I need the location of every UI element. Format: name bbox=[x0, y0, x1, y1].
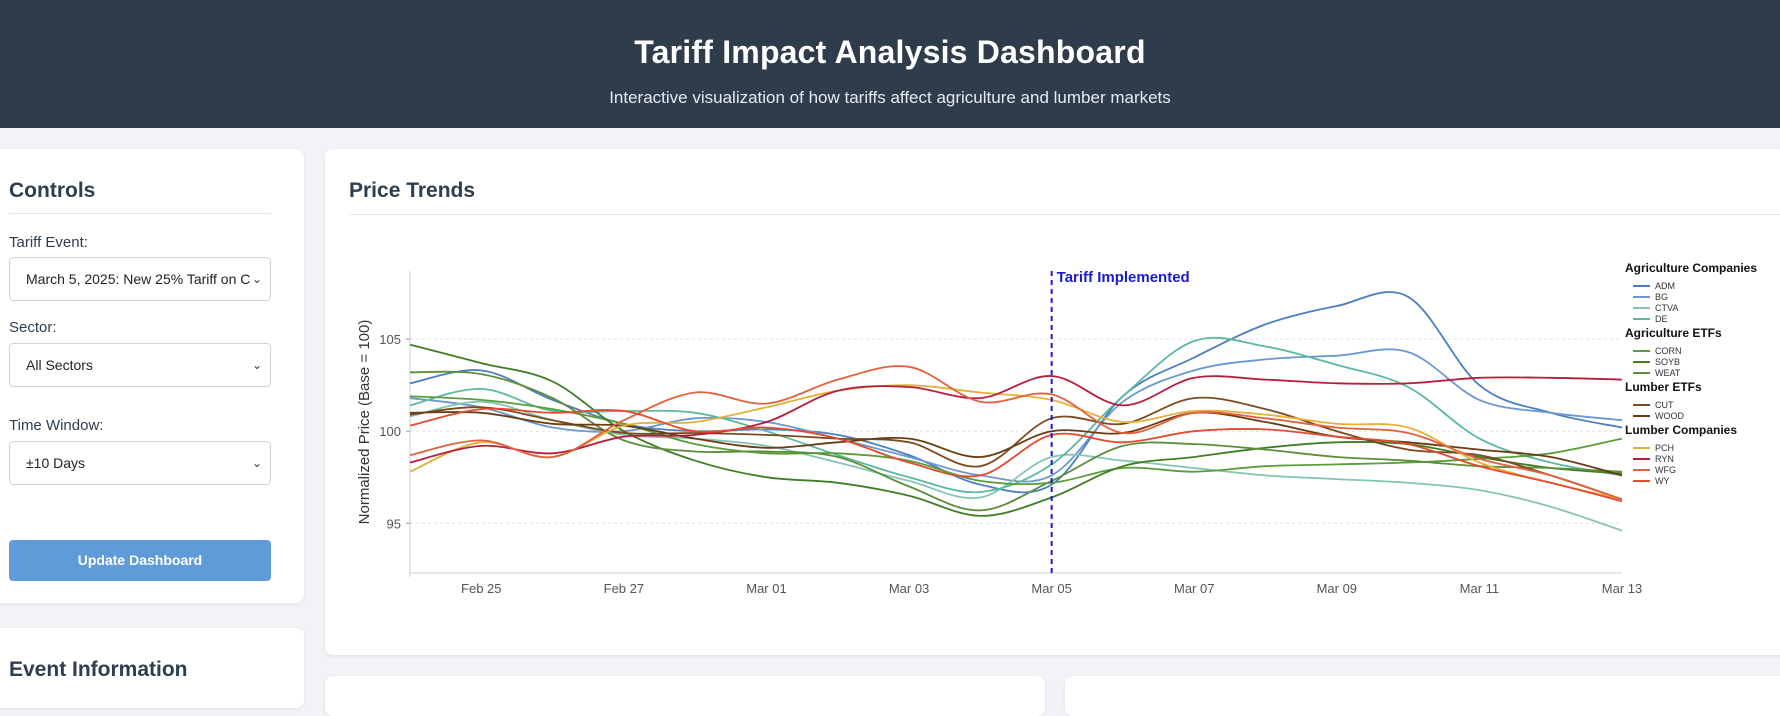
sector-select[interactable]: All Sectors ⌄ bbox=[9, 343, 271, 387]
x-tick-label: Mar 01 bbox=[746, 581, 786, 596]
legend-entry: PCH bbox=[1655, 443, 1674, 453]
header: Tariff Impact Analysis Dashboard Interac… bbox=[0, 0, 1780, 128]
series-line-wy bbox=[409, 407, 1623, 503]
chevron-down-icon: ⌄ bbox=[251, 358, 262, 372]
x-tick-label: Mar 05 bbox=[1031, 581, 1071, 596]
update-dashboard-button[interactable]: Update Dashboard bbox=[9, 540, 271, 581]
series-line-weat bbox=[409, 370, 1623, 512]
x-tick-label: Mar 07 bbox=[1174, 581, 1214, 596]
series-line-wood bbox=[409, 411, 1623, 477]
bottom-panel-right bbox=[1065, 676, 1780, 716]
legend-entry: CUT bbox=[1655, 400, 1674, 410]
legend-group-title: Agriculture Companies bbox=[1625, 261, 1757, 275]
y-tick-label: 95 bbox=[387, 516, 401, 531]
y-tick-label: 105 bbox=[379, 332, 401, 347]
divider bbox=[349, 214, 1780, 215]
tariff-event-select[interactable]: March 5, 2025: New 25% Tariff on C ⌄ bbox=[9, 257, 271, 301]
sector-value: All Sectors bbox=[26, 357, 93, 373]
x-tick-label: Feb 25 bbox=[461, 581, 501, 596]
tariff-event-label: Tariff Event: bbox=[9, 234, 88, 251]
tariff-event-value: March 5, 2025: New 25% Tariff on C bbox=[26, 271, 251, 287]
y-tick-label: 100 bbox=[379, 424, 401, 439]
page-subtitle: Interactive visualization of how tariffs… bbox=[609, 88, 1171, 107]
y-axis-label: Normalized Price (Base = 100) bbox=[356, 320, 373, 525]
x-tick-label: Mar 03 bbox=[889, 581, 929, 596]
bottom-panel-left bbox=[325, 676, 1045, 716]
event-information-panel: Event Information bbox=[0, 628, 304, 708]
legend-entry: ADM bbox=[1655, 281, 1675, 291]
series-line-ctva bbox=[409, 400, 1623, 532]
series-line-adm bbox=[409, 291, 1623, 494]
legend-entry: WEAT bbox=[1655, 368, 1681, 378]
sector-label: Sector: bbox=[9, 319, 57, 336]
controls-title: Controls bbox=[9, 179, 96, 202]
series-line-ryn bbox=[409, 375, 1623, 464]
legend-group-title: Agriculture ETFs bbox=[1625, 326, 1722, 340]
series-line-wfg bbox=[409, 365, 1623, 501]
legend-entry: WY bbox=[1655, 476, 1670, 486]
price-trends-chart: 95 100 105 Feb 25 Feb 27 Mar 01 Mar 03 Mar 05 Ma… bbox=[356, 261, 1757, 596]
event-information-title: Event Information bbox=[9, 658, 188, 681]
price-trends-title: Price Trends bbox=[349, 179, 476, 202]
price-trends-panel: Price Trends 95 100 105 Feb 25 Feb 27 Mar 01 M… bbox=[325, 149, 1780, 655]
time-window-value: ±10 Days bbox=[26, 455, 86, 471]
legend-entry: WOOD bbox=[1655, 411, 1684, 421]
legend-entry: DE bbox=[1655, 314, 1668, 324]
x-tick-label: Mar 09 bbox=[1317, 581, 1357, 596]
legend-entry: CTVA bbox=[1655, 303, 1678, 313]
legend-group-title: Lumber Companies bbox=[1625, 423, 1737, 437]
series-line-pch bbox=[409, 384, 1623, 501]
time-window-label: Time Window: bbox=[9, 417, 104, 434]
legend-entry: WFG bbox=[1655, 465, 1676, 475]
page-title: Tariff Impact Analysis Dashboard bbox=[634, 34, 1146, 70]
time-window-select[interactable]: ±10 Days ⌄ bbox=[9, 441, 271, 485]
legend-entry: RYN bbox=[1655, 454, 1674, 464]
legend-entry: SOYB bbox=[1655, 357, 1680, 367]
series-line-soyb bbox=[409, 343, 1623, 517]
x-tick-label: Mar 13 bbox=[1602, 581, 1642, 596]
chevron-down-icon: ⌄ bbox=[251, 272, 262, 286]
x-tick-label: Mar 11 bbox=[1460, 581, 1500, 596]
legend-group-title: Lumber ETFs bbox=[1625, 380, 1702, 394]
tariff-annotation-label: Tariff Implemented bbox=[1057, 269, 1190, 286]
series-line-bg bbox=[409, 348, 1623, 483]
chevron-down-icon: ⌄ bbox=[251, 456, 262, 470]
legend-entry: BG bbox=[1655, 292, 1668, 302]
controls-panel: Controls Tariff Event: March 5, 2025: Ne… bbox=[0, 149, 304, 603]
x-tick-label: Feb 27 bbox=[604, 581, 644, 596]
divider bbox=[9, 213, 271, 214]
legend-entry: CORN bbox=[1655, 346, 1682, 356]
series-line-corn bbox=[409, 395, 1623, 485]
